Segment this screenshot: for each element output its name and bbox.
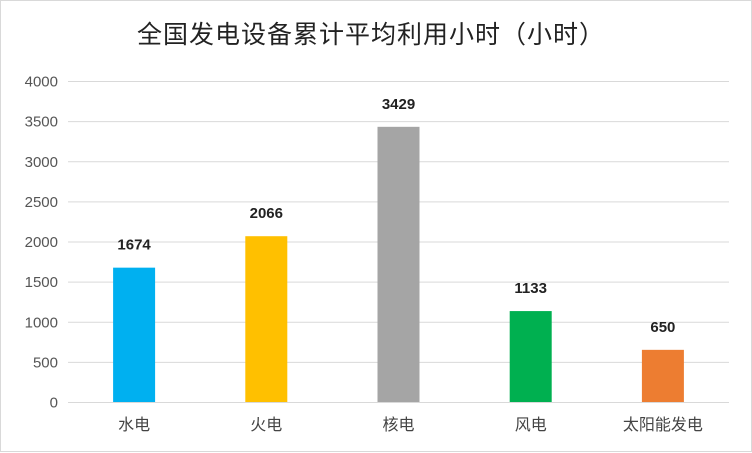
data-label: 2066 (250, 205, 283, 222)
bars (113, 126, 684, 402)
chart-title: 全国发电设备累计平均利用小时（小时） (136, 20, 605, 49)
x-axis: 水电 火电 核电 风电 太阳能发电 (118, 415, 703, 434)
category-label: 太阳能发电 (623, 415, 703, 434)
y-tick-label: 500 (33, 354, 58, 371)
y-tick-label: 1500 (25, 274, 58, 291)
data-label: 1674 (117, 237, 151, 254)
y-tick-label: 2000 (25, 234, 58, 251)
bar-2 (245, 236, 288, 402)
category-label: 火电 (250, 415, 282, 434)
bar-1 (113, 267, 156, 402)
y-axis: 0 500 1000 1500 2000 2500 3000 3500 4000 (25, 74, 58, 412)
bar-3 (377, 126, 420, 402)
data-labels: 1674 2066 3429 1133 650 (117, 96, 675, 336)
y-tick-label: 0 (50, 395, 58, 412)
y-tick-label: 2500 (25, 194, 58, 211)
y-tick-label: 1000 (25, 314, 58, 331)
category-label: 风电 (515, 415, 547, 434)
y-tick-label: 3000 (25, 154, 58, 171)
y-tick-label: 4000 (25, 74, 58, 91)
bar-4 (509, 311, 552, 402)
y-tick-label: 3500 (25, 114, 58, 131)
bar-5 (641, 349, 684, 402)
category-label: 核电 (382, 415, 414, 434)
category-label: 水电 (118, 415, 150, 434)
data-label: 1133 (514, 280, 547, 297)
data-label: 3429 (382, 96, 415, 113)
data-label: 650 (650, 319, 675, 336)
